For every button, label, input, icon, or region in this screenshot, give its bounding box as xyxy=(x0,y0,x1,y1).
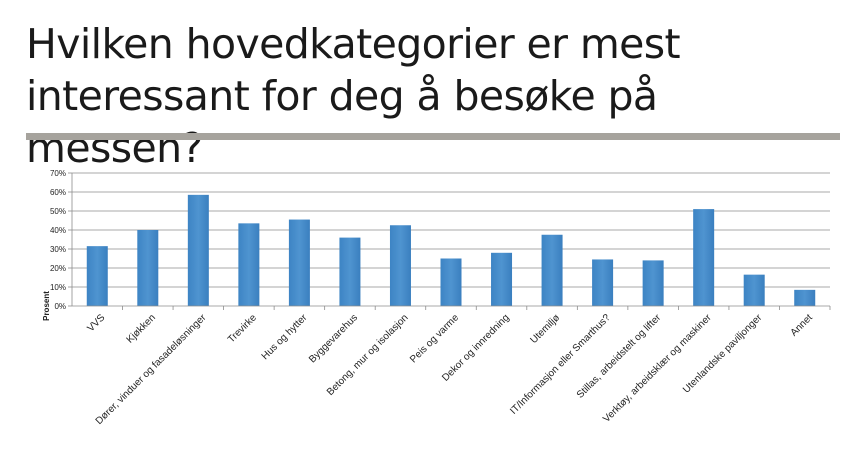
x-tick-label: IT/Informasjon eller Smarthus? xyxy=(508,312,613,417)
bar xyxy=(86,246,108,306)
bar xyxy=(541,234,563,306)
x-tick-label: Verktøy, arbeidsklær og maskiner xyxy=(601,312,714,425)
chart-axes xyxy=(68,172,831,310)
y-tick-label: 10% xyxy=(50,283,66,292)
bar xyxy=(491,252,513,306)
y-axis-label: Prosent xyxy=(42,291,51,321)
bar xyxy=(187,194,209,306)
slide-title: Hvilken hovedkategorier er mest interess… xyxy=(26,20,681,172)
y-tick-label: 20% xyxy=(50,264,66,273)
bar xyxy=(743,274,765,306)
y-tick-label: 40% xyxy=(50,226,66,235)
bar xyxy=(137,230,159,306)
y-tick-label: 0% xyxy=(54,302,66,311)
bar xyxy=(794,289,816,306)
y-tick-label: 70% xyxy=(50,169,66,178)
chart-bars xyxy=(86,194,816,306)
x-tick-label: Stillas, arbeidstelt og lifter xyxy=(575,312,664,401)
y-tick-label: 50% xyxy=(50,207,66,216)
y-tick-label: 60% xyxy=(50,188,66,197)
x-tick-label: Byggevarehus xyxy=(307,312,360,365)
bar xyxy=(440,258,462,306)
bar xyxy=(592,259,614,306)
bar xyxy=(288,219,310,306)
bar xyxy=(693,209,715,306)
bar xyxy=(339,237,361,306)
x-tick-label: Kjøkken xyxy=(125,312,158,345)
bar-chart: 0% 10% 20% 30% 40% 50% 60% 70% VVS KjøkkenDører,… xyxy=(42,169,831,427)
bar xyxy=(642,260,664,306)
bar xyxy=(238,223,260,306)
title-divider xyxy=(26,133,840,140)
x-tick-label: Dører, vinduer og fasadeløsninger xyxy=(94,312,209,427)
x-tick-label: Betong, mur og isolasjon xyxy=(325,312,411,398)
y-tick-label: 30% xyxy=(50,245,66,254)
y-tick-labels: 0% 10% 20% 30% 40% 50% 60% 70% xyxy=(50,169,66,311)
x-tick-label: VVS xyxy=(85,312,107,334)
x-tick-label: Peis og varme xyxy=(408,312,461,365)
bar xyxy=(389,225,411,306)
x-tick-label: Hus og hytter xyxy=(260,312,310,362)
x-tick-label: Utemiljø xyxy=(528,312,562,346)
x-tick-label: Trevirke xyxy=(226,312,259,345)
x-tick-label: Annet xyxy=(789,312,815,338)
